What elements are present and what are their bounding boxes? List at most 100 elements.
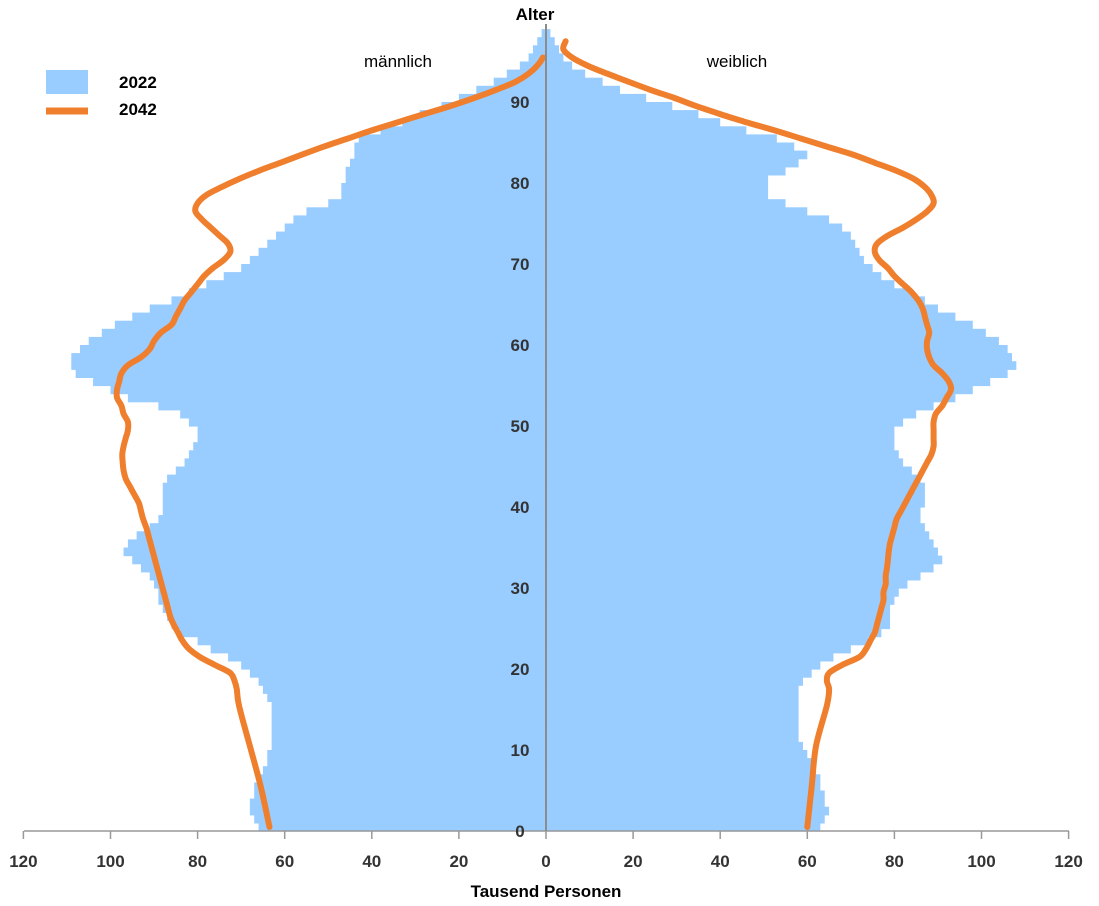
bar-male-age-90 bbox=[458, 93, 546, 103]
bar-male-age-3 bbox=[249, 798, 547, 808]
bar-male-age-42 bbox=[162, 482, 546, 492]
bar-female-age-28 bbox=[546, 596, 895, 605]
bar-male-age-88 bbox=[419, 110, 546, 119]
bar-male-age-33 bbox=[132, 555, 546, 565]
bar-female-age-8 bbox=[546, 758, 812, 767]
bar-female-age-89 bbox=[546, 102, 673, 111]
bar-female-age-11 bbox=[546, 733, 799, 743]
bar-male-age-41 bbox=[162, 490, 546, 500]
bar-female-age-92 bbox=[546, 77, 603, 87]
bar-female-age-48 bbox=[546, 434, 895, 443]
bar-male-age-65 bbox=[171, 296, 546, 306]
bar-male-age-61 bbox=[101, 328, 546, 338]
bar-female-age-37 bbox=[546, 523, 925, 532]
bar-female-age-49 bbox=[546, 426, 895, 435]
bar-male-age-22 bbox=[210, 644, 547, 654]
bar-female-age-31 bbox=[546, 571, 921, 581]
bar-male-age-12 bbox=[271, 725, 546, 735]
bar-male-age-18 bbox=[258, 677, 546, 686]
bar-male-age-5 bbox=[254, 782, 546, 792]
bar-male-age-32 bbox=[140, 563, 547, 573]
bar-male-age-80 bbox=[345, 174, 546, 184]
bar-male-age-81 bbox=[345, 166, 546, 176]
bar-female-age-71 bbox=[546, 247, 860, 257]
bar-female-age-94 bbox=[546, 61, 573, 71]
bar-female-age-65 bbox=[546, 296, 925, 306]
bar-female-age-46 bbox=[546, 450, 899, 459]
x-tick-label-11: 100 bbox=[967, 852, 995, 871]
bar-male-age-79 bbox=[341, 183, 546, 192]
bar-male-age-24 bbox=[180, 628, 546, 638]
bar-female-age-60 bbox=[546, 336, 999, 346]
y-tick-label-8: 80 bbox=[511, 174, 530, 193]
bar-male-age-17 bbox=[262, 685, 546, 694]
bar-female-age-40 bbox=[546, 498, 925, 508]
line-2042-male bbox=[113, 54, 546, 830]
bar-female-age-91 bbox=[546, 85, 621, 95]
bar-female-age-76 bbox=[546, 207, 808, 216]
bar-female-age-26 bbox=[546, 612, 891, 621]
bar-female-age-58 bbox=[546, 353, 1012, 362]
bar-female-age-90 bbox=[546, 93, 647, 103]
y-tick-label-1: 10 bbox=[511, 741, 530, 760]
bar-male-age-2 bbox=[249, 806, 547, 816]
bar-male-age-78 bbox=[341, 191, 546, 200]
bar-male-age-9 bbox=[267, 750, 546, 759]
bar-female-age-78 bbox=[546, 191, 769, 200]
bar-male-age-86 bbox=[380, 126, 546, 135]
bar-female-age-84 bbox=[546, 142, 795, 152]
bar-male-age-70 bbox=[249, 255, 547, 265]
bar-female-age-88 bbox=[546, 110, 699, 119]
legend-label-2022: 2022 bbox=[119, 73, 157, 92]
bar-male-age-23 bbox=[197, 636, 546, 646]
x-tick-label-3: 60 bbox=[275, 852, 294, 871]
bar-female-age-39 bbox=[546, 507, 921, 516]
bar-male-age-40 bbox=[162, 498, 546, 508]
bar-female-age-19 bbox=[546, 669, 812, 678]
legend: 2022 2042 bbox=[46, 70, 157, 119]
x-tick-label-4: 40 bbox=[362, 852, 381, 871]
bar-female-age-67 bbox=[546, 280, 895, 289]
bar-male-age-98 bbox=[541, 29, 546, 38]
legend-label-2042: 2042 bbox=[119, 100, 157, 119]
bar-male-age-10 bbox=[271, 741, 546, 751]
bars-2022 bbox=[71, 29, 1017, 832]
bar-male-age-87 bbox=[402, 118, 546, 127]
bar-male-age-1 bbox=[254, 814, 546, 824]
y-tick-label-7: 70 bbox=[511, 255, 530, 274]
bar-female-age-32 bbox=[546, 563, 934, 573]
bar-male-age-97 bbox=[537, 37, 546, 46]
y-tick-label-6: 60 bbox=[511, 336, 530, 355]
bar-female-age-12 bbox=[546, 725, 799, 735]
bar-male-age-39 bbox=[162, 507, 546, 516]
bar-female-age-0 bbox=[546, 822, 821, 832]
bar-male-age-4 bbox=[254, 790, 546, 800]
bar-male-age-43 bbox=[167, 474, 547, 484]
bar-male-age-74 bbox=[284, 223, 546, 233]
bar-male-age-29 bbox=[158, 588, 546, 597]
bar-female-age-45 bbox=[546, 458, 904, 468]
bar-female-age-25 bbox=[546, 620, 891, 630]
legend-swatch-2022 bbox=[46, 70, 88, 94]
bar-female-age-98 bbox=[546, 29, 551, 38]
bar-male-age-83 bbox=[354, 150, 546, 160]
bar-male-age-60 bbox=[88, 336, 546, 346]
bar-male-age-76 bbox=[306, 207, 546, 216]
bar-female-age-23 bbox=[546, 636, 869, 646]
bar-male-age-21 bbox=[228, 652, 546, 662]
bar-male-age-95 bbox=[528, 53, 546, 63]
bar-male-age-49 bbox=[197, 426, 546, 435]
bar-male-age-6 bbox=[258, 774, 546, 783]
y-tick-label-5: 50 bbox=[511, 417, 530, 436]
bar-female-age-1 bbox=[546, 814, 825, 824]
bar-male-age-36 bbox=[136, 531, 546, 540]
bar-female-age-87 bbox=[546, 118, 721, 127]
x-axis-title: Tausend Personen bbox=[471, 882, 622, 901]
bar-female-age-59 bbox=[546, 345, 1008, 354]
y-tick-label-3: 30 bbox=[511, 579, 530, 598]
bar-female-age-24 bbox=[546, 628, 882, 638]
bar-female-age-30 bbox=[546, 579, 908, 589]
bar-male-age-13 bbox=[271, 717, 546, 727]
x-tick-label-12: 120 bbox=[1054, 852, 1082, 871]
bar-female-age-9 bbox=[546, 750, 808, 759]
